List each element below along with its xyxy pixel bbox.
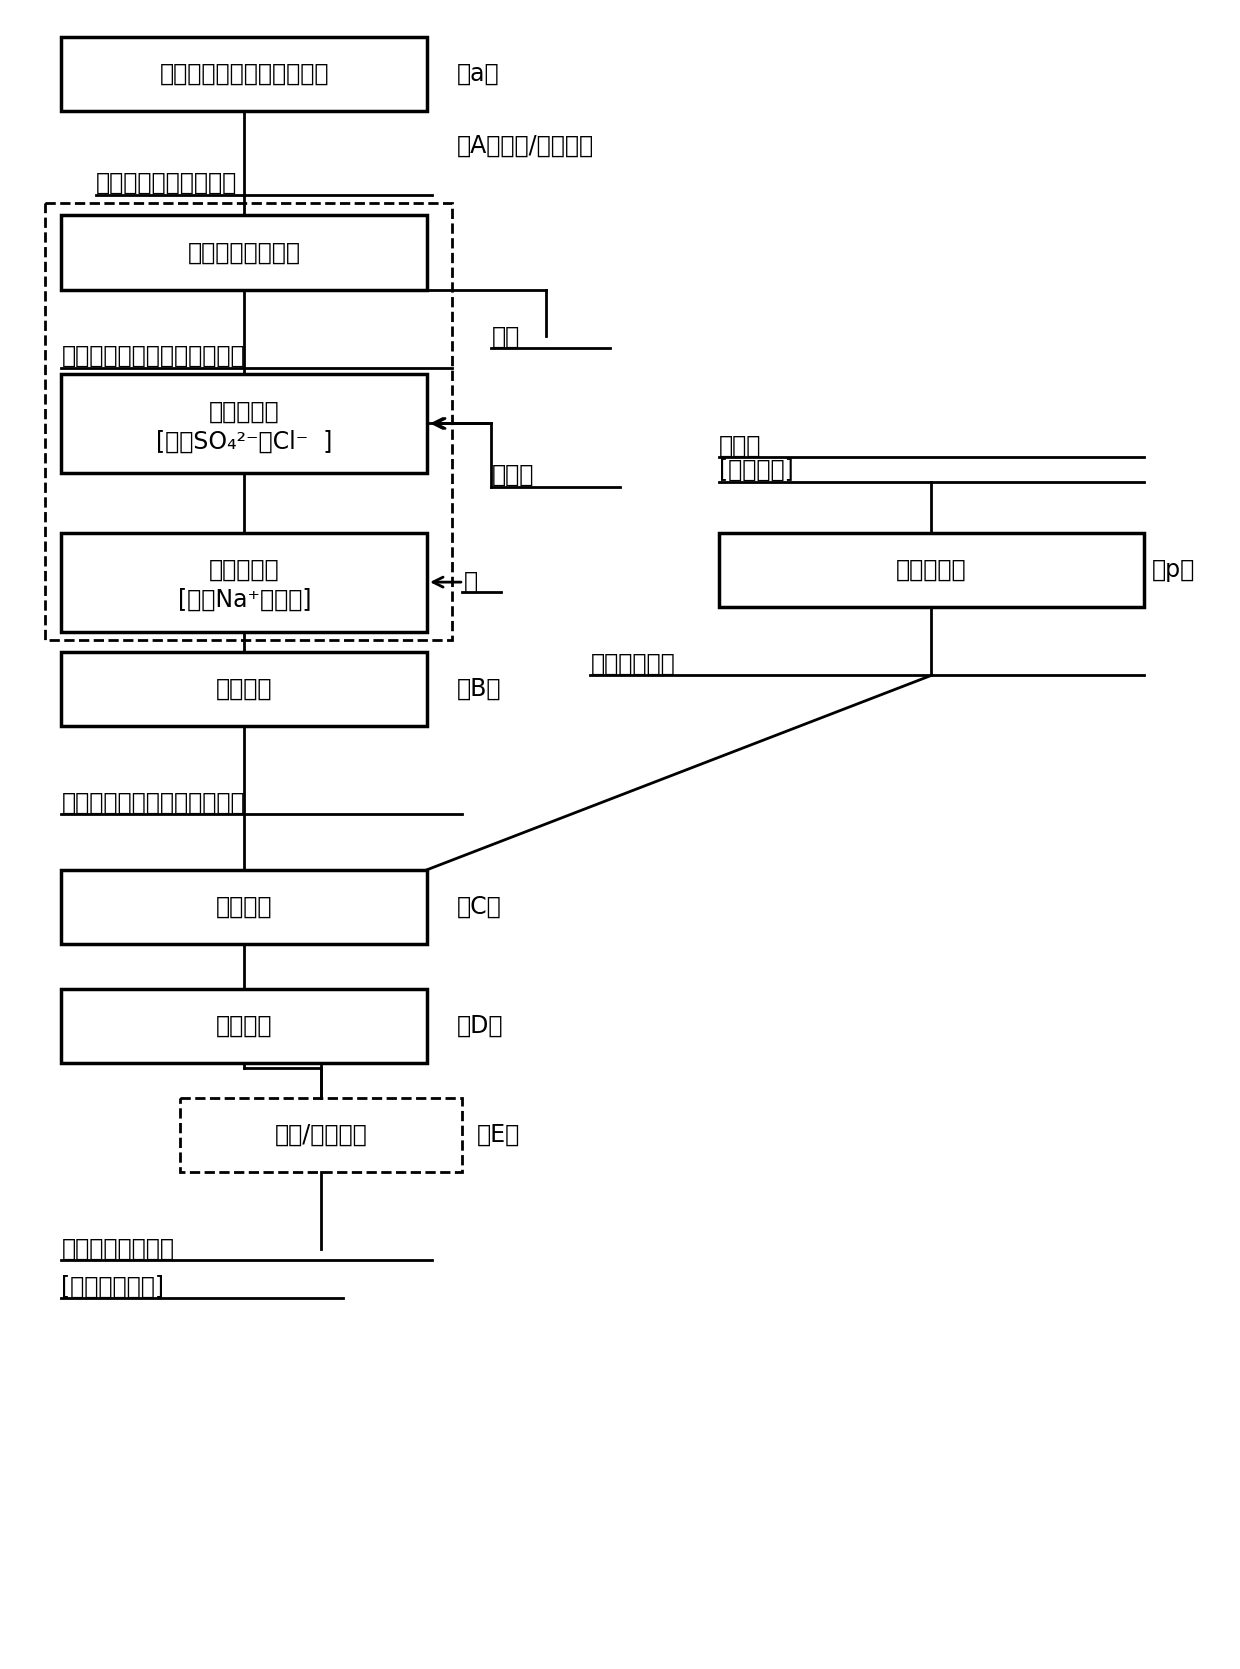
Text: 解凝/碎解工序: 解凝/碎解工序 xyxy=(274,1123,367,1147)
Text: 碱溶液: 碱溶液 xyxy=(491,462,534,487)
Bar xyxy=(719,532,1145,608)
Text: 混合工序: 混合工序 xyxy=(216,895,273,920)
Text: 金属复合氢氧化物（干燥物）: 金属复合氢氧化物（干燥物） xyxy=(61,791,246,814)
Text: （A）过滤/洗涤工序: （A）过滤/洗涤工序 xyxy=(456,134,594,159)
Text: 金属复合氢氧化物（过滤物）: 金属复合氢氧化物（过滤物） xyxy=(61,344,246,369)
Text: （a）: （a） xyxy=(456,62,500,85)
Text: 金属复合氢氧化物浆料: 金属复合氢氧化物浆料 xyxy=(95,170,237,195)
Text: 干燥工序: 干燥工序 xyxy=(216,676,273,701)
Text: 水: 水 xyxy=(464,571,477,594)
Bar xyxy=(61,532,428,631)
Bar xyxy=(61,651,428,726)
Text: [正极活性物质]: [正极活性物质] xyxy=(61,1275,165,1298)
Text: 锂金属复合氧化物: 锂金属复合氧化物 xyxy=(61,1237,175,1260)
Bar xyxy=(61,374,428,472)
Bar xyxy=(180,1098,461,1172)
Text: [去除SO₄²⁻、Cl⁻  ]: [去除SO₄²⁻、Cl⁻ ] xyxy=(156,429,332,454)
Text: 水洗涤工序: 水洗涤工序 xyxy=(210,557,279,582)
Text: [锂化合物]: [锂化合物] xyxy=(719,459,794,482)
Text: （E）: （E） xyxy=(476,1123,520,1147)
Text: （B）: （B） xyxy=(456,676,501,701)
Text: 固液分离（过滤）: 固液分离（过滤） xyxy=(187,240,301,264)
Bar xyxy=(61,37,428,112)
Text: （p）: （p） xyxy=(1152,557,1195,582)
Bar xyxy=(45,204,451,639)
Text: 碱洗涤工序: 碱洗涤工序 xyxy=(210,399,279,424)
Text: 滤液: 滤液 xyxy=(491,324,520,349)
Text: 烧成工序: 烧成工序 xyxy=(216,1013,273,1038)
Text: （C）: （C） xyxy=(456,895,502,920)
Bar xyxy=(61,215,428,290)
Text: 微粉锂化合物: 微粉锂化合物 xyxy=(590,651,675,676)
Text: （D）: （D） xyxy=(456,1013,503,1038)
Text: [去除Na⁺等杂质]: [去除Na⁺等杂质] xyxy=(177,587,311,613)
Bar xyxy=(61,870,428,945)
Text: 锂原料: 锂原料 xyxy=(719,434,761,457)
Text: 金属复合氢氧化物制作工序: 金属复合氢氧化物制作工序 xyxy=(160,62,329,85)
Text: 微粉碎工序: 微粉碎工序 xyxy=(897,557,967,582)
Bar xyxy=(61,988,428,1063)
